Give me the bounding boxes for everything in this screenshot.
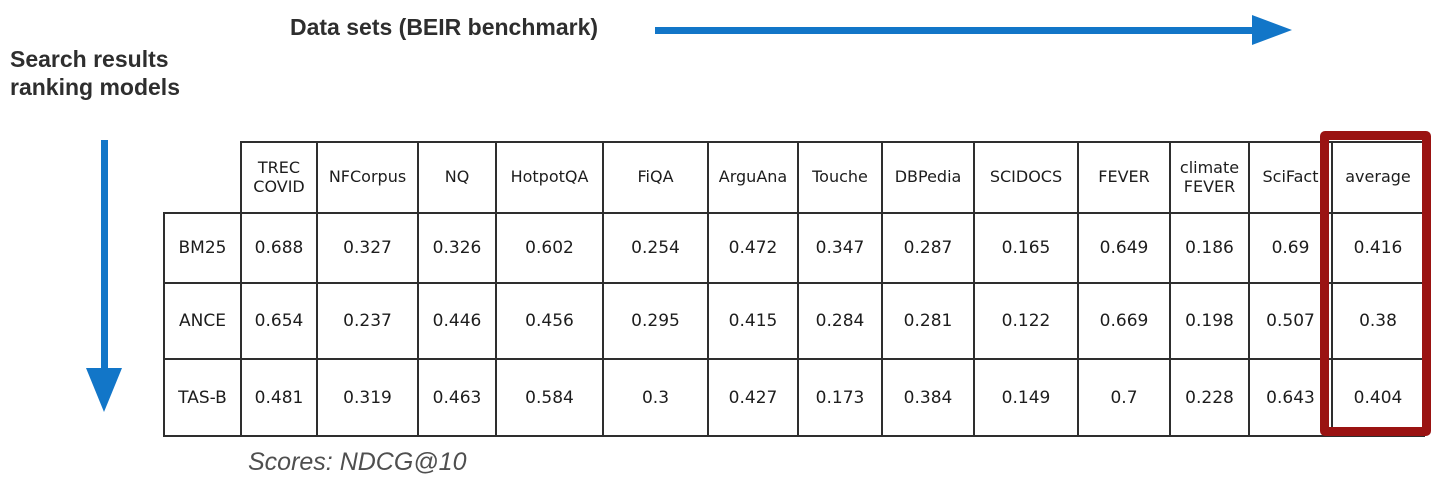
score-cell: 0.427 <box>707 358 799 437</box>
score-cell: 0.584 <box>495 358 604 437</box>
datasets-arrow-icon <box>655 27 1252 34</box>
score-cell: 0.254 <box>602 212 709 284</box>
score-cell: 0.481 <box>240 358 318 437</box>
score-cell: 0.284 <box>797 282 883 360</box>
scores-footnote: Scores: NDCG@10 <box>248 448 467 476</box>
column-header: SciFact <box>1248 141 1333 214</box>
column-header: climate FEVER <box>1169 141 1250 214</box>
score-cell: 0.295 <box>602 282 709 360</box>
table-corner-cell <box>164 142 241 213</box>
score-cell: 0.198 <box>1169 282 1250 360</box>
column-header: average <box>1331 141 1425 214</box>
models-axis-label: Search results ranking models <box>10 46 180 100</box>
column-header: HotpotQA <box>495 141 604 214</box>
score-cell: 0.319 <box>316 358 419 437</box>
column-header: NFCorpus <box>316 141 419 214</box>
score-cell: 0.122 <box>973 282 1079 360</box>
score-cell: 0.404 <box>1331 358 1425 437</box>
score-cell: 0.472 <box>707 212 799 284</box>
score-cell: 0.643 <box>1248 358 1333 437</box>
score-cell: 0.326 <box>417 212 497 284</box>
row-header-model: ANCE <box>163 282 242 360</box>
score-cell: 0.69 <box>1248 212 1333 284</box>
score-cell: 0.446 <box>417 282 497 360</box>
row-header-model: TAS-B <box>163 358 242 437</box>
scores-table: TREC COVID NFCorpus NQ HotpotQA FiQA ArguAna T… <box>163 141 1425 437</box>
score-cell: 0.654 <box>240 282 318 360</box>
score-cell: 0.149 <box>973 358 1079 437</box>
score-cell: 0.669 <box>1077 282 1171 360</box>
column-header: TREC COVID <box>240 141 318 214</box>
column-header: FiQA <box>602 141 709 214</box>
datasets-axis-label: Data sets (BEIR benchmark) <box>290 14 599 40</box>
score-cell: 0.287 <box>881 212 975 284</box>
score-cell: 0.3 <box>602 358 709 437</box>
score-cell: 0.688 <box>240 212 318 284</box>
row-header-model: BM25 <box>163 212 242 284</box>
score-cell: 0.649 <box>1077 212 1171 284</box>
score-cell: 0.507 <box>1248 282 1333 360</box>
score-cell: 0.456 <box>495 282 604 360</box>
column-header: SCIDOCS <box>973 141 1079 214</box>
column-header: Touche <box>797 141 883 214</box>
score-cell: 0.416 <box>1331 212 1425 284</box>
score-cell: 0.38 <box>1331 282 1425 360</box>
column-header: NQ <box>417 141 497 214</box>
score-cell: 0.173 <box>797 358 883 437</box>
models-arrow-icon <box>101 140 108 368</box>
score-cell: 0.602 <box>495 212 604 284</box>
score-cell: 0.415 <box>707 282 799 360</box>
score-cell: 0.281 <box>881 282 975 360</box>
score-cell: 0.237 <box>316 282 419 360</box>
column-header: ArguAna <box>707 141 799 214</box>
models-arrowhead-icon <box>86 368 122 412</box>
score-cell: 0.186 <box>1169 212 1250 284</box>
score-cell: 0.165 <box>973 212 1079 284</box>
score-cell: 0.327 <box>316 212 419 284</box>
score-cell: 0.228 <box>1169 358 1250 437</box>
score-cell: 0.463 <box>417 358 497 437</box>
column-header: DBPedia <box>881 141 975 214</box>
score-cell: 0.7 <box>1077 358 1171 437</box>
score-cell: 0.347 <box>797 212 883 284</box>
scores-table-wrapper: TREC COVID NFCorpus NQ HotpotQA FiQA ArguAna T… <box>163 141 1425 437</box>
column-header: FEVER <box>1077 141 1171 214</box>
datasets-arrowhead-icon <box>1252 15 1292 45</box>
score-cell: 0.384 <box>881 358 975 437</box>
